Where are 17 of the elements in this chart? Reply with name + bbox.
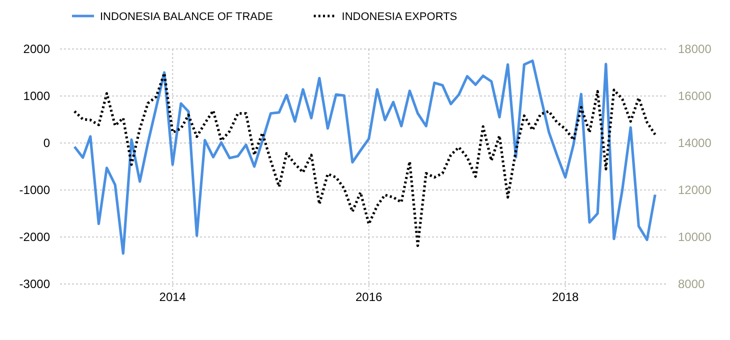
y2-tick-label: 10000 — [678, 230, 712, 244]
y-tick-label: 0 — [43, 136, 50, 150]
y-tick-label: -1000 — [19, 183, 50, 198]
y2-tick-label: 18000 — [678, 42, 712, 56]
y-tick-label: -2000 — [19, 230, 50, 244]
legend-label: INDONESIA BALANCE OF TRADE — [100, 10, 273, 23]
y2-tick-label: 16000 — [678, 89, 712, 104]
y2-tick-label: 8000 — [678, 277, 706, 292]
x-tick-label: 2014 — [159, 290, 186, 304]
y-tick-label: -3000 — [19, 277, 50, 292]
legend-label: INDONESIA EXPORTS — [342, 10, 458, 23]
y2-tick-label: 12000 — [678, 183, 712, 198]
y-tick-label: 2000 — [23, 42, 50, 56]
y-tick-label: 1000 — [23, 89, 50, 104]
y2-tick-label: 14000 — [678, 136, 712, 150]
x-tick-label: 2018 — [552, 290, 579, 304]
x-tick-label: 2016 — [355, 290, 383, 304]
